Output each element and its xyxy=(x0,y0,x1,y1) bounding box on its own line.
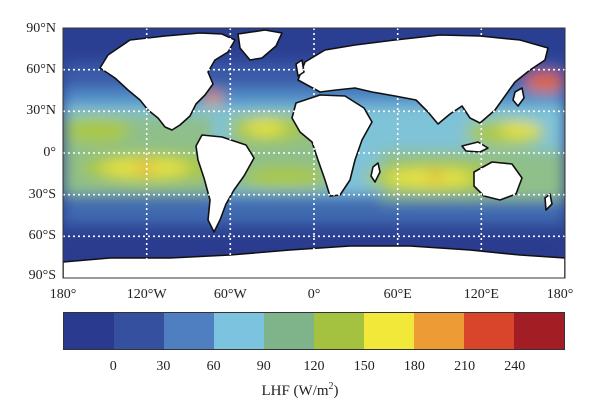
continents xyxy=(63,29,565,278)
colorbar-tick: 180 xyxy=(403,359,425,374)
colorbar-tick: 240 xyxy=(504,359,526,374)
colorbar-swatch-3 xyxy=(214,313,264,349)
lon-label-0: 0° xyxy=(307,287,321,302)
colorbar-swatch-4 xyxy=(264,313,314,349)
colorbar-tick: 150 xyxy=(353,359,375,374)
lon-label-120w: 120°W xyxy=(126,287,167,302)
colorbar-label-suffix: ) xyxy=(333,383,339,399)
lat-label-90s: 90°S xyxy=(28,268,56,283)
lon-label-180e: 180° xyxy=(546,287,574,302)
colorbar-swatch-1 xyxy=(114,313,164,349)
lon-label-60w: 60°W xyxy=(213,287,247,302)
lat-label-30s: 30°S xyxy=(28,187,56,202)
landmass-africa xyxy=(291,94,373,197)
map-frame xyxy=(62,27,566,279)
lat-label-90n: 90°N xyxy=(26,21,56,36)
colorbar-swatch-8 xyxy=(464,313,514,349)
landmass-antarctica xyxy=(63,245,565,278)
lon-label-120e: 120°E xyxy=(463,287,499,302)
landmass-australia xyxy=(473,161,523,201)
colorbar-tick: 90 xyxy=(256,359,271,374)
map-panel xyxy=(62,27,566,279)
colorbar-swatch-0 xyxy=(64,313,114,349)
colorbar-tick: 30 xyxy=(156,359,171,374)
landmass-madagascar xyxy=(370,162,381,183)
lat-label-0: 0° xyxy=(43,145,56,160)
landmass-uk xyxy=(295,59,305,77)
lat-label-60n: 60°N xyxy=(26,62,56,77)
lon-label-180w: 180° xyxy=(49,287,77,302)
lat-label-30n: 30°N xyxy=(26,103,56,118)
colorbar-tick: 210 xyxy=(454,359,476,374)
lat-label-60s: 60°S xyxy=(28,228,56,243)
graticule xyxy=(63,28,565,278)
colorbar-swatch-6 xyxy=(364,313,414,349)
lon-label-60e: 60°E xyxy=(383,287,412,302)
colorbar xyxy=(63,312,565,350)
landmass-greenland xyxy=(237,29,283,61)
landmass-eurasia xyxy=(297,34,549,125)
colorbar-swatch-7 xyxy=(414,313,464,349)
colorbar-tick: 0 xyxy=(109,359,117,374)
colorbar-swatch-5 xyxy=(314,313,364,349)
colorbar-label-sup: 2 xyxy=(328,381,334,392)
colorbar-label: LHF (W/m2) xyxy=(0,381,600,400)
landmass-japan xyxy=(512,87,525,107)
colorbar-swatch-9 xyxy=(514,313,564,349)
landmass-north-america xyxy=(99,32,236,131)
landmass-south-america xyxy=(195,134,255,233)
colorbar-tick: 120 xyxy=(303,359,325,374)
colorbar-label-prefix: LHF (W/m xyxy=(261,383,329,399)
colorbar-tick: 60 xyxy=(206,359,221,374)
colorbar-swatch-2 xyxy=(164,313,214,349)
